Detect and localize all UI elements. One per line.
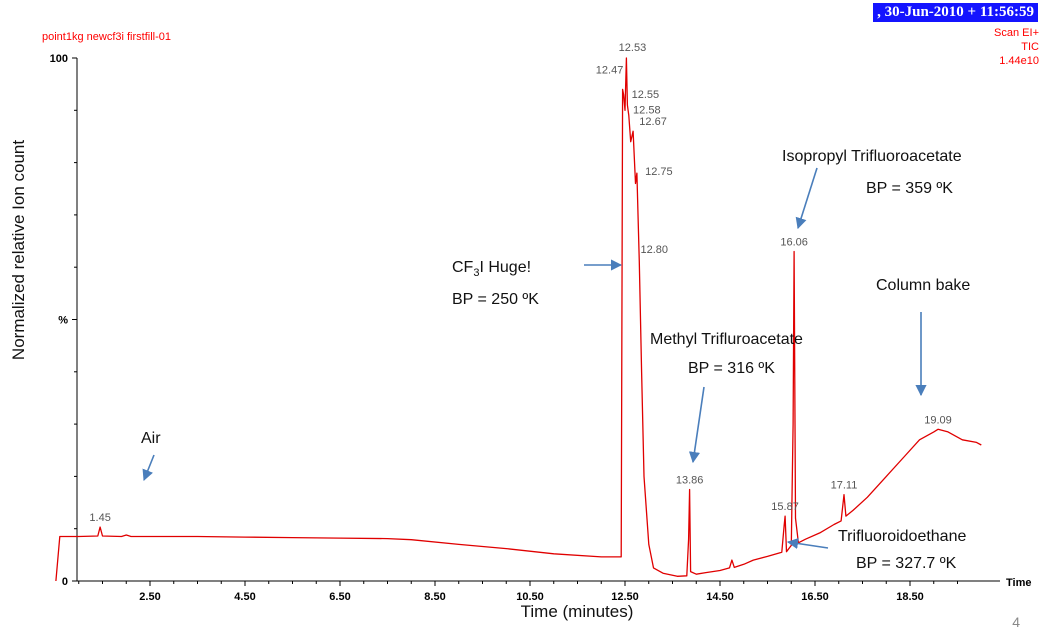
peak-label: 19.09 <box>924 414 952 426</box>
annotation-label: Column bake <box>876 277 970 294</box>
x-axis-title: Time (minutes) <box>521 602 634 621</box>
trace-type: TIC <box>1021 41 1039 53</box>
annotation-label: BP = 316 ºK <box>688 360 775 377</box>
x-tick-label: 8.50 <box>424 591 445 603</box>
peak-label: 16.06 <box>780 237 808 249</box>
slide-number: 4 <box>1012 614 1020 630</box>
annotation-arrow <box>786 537 829 550</box>
annotation-label: Isopropyl Trifluoroacetate <box>782 148 962 165</box>
y-tick-label: 0 <box>62 576 68 588</box>
annotation-label: Methyl Trifluroacetate <box>650 331 803 348</box>
annotation-label: Trifluoroidoethane <box>838 528 966 545</box>
x-tick-label: 6.50 <box>329 591 350 603</box>
scan-mode: Scan EI+ <box>994 27 1039 39</box>
peak-label: 1.45 <box>89 512 110 524</box>
x-tick-label: 4.50 <box>234 591 255 603</box>
x-axis-end-label: Time <box>1006 577 1031 589</box>
annotation-label: BP = 359 ºK <box>866 180 953 197</box>
annotation-label: Air <box>141 430 161 447</box>
y-tick-label: % <box>58 315 68 327</box>
peak-label: 13.86 <box>676 474 704 486</box>
sample-name: point1kg newcf3i firstfill-01 <box>42 31 172 43</box>
tic-trace-line <box>55 57 982 582</box>
annotation-arrow <box>795 167 818 230</box>
x-tick-label: 16.50 <box>801 591 829 603</box>
x-tick-label: 10.50 <box>516 591 544 603</box>
x-tick-label: 12.50 <box>611 591 639 603</box>
intensity-scale: 1.44e10 <box>999 55 1039 67</box>
annotation-arrow <box>688 386 705 464</box>
x-tick-label: 14.50 <box>706 591 734 603</box>
peak-label: 12.47 <box>596 64 624 76</box>
peak-label: 12.55 <box>632 89 660 101</box>
annotation-arrow <box>142 454 155 482</box>
annotation-label: BP = 327.7 ºK <box>856 555 957 572</box>
peak-label: 12.58 <box>633 105 661 117</box>
annotation-label: CF3I Huge! <box>452 259 531 279</box>
peak-label: 12.67 <box>639 116 667 128</box>
x-tick-label: 18.50 <box>896 591 924 603</box>
acquisition-datetime: , 30-Jun-2010 + 11:56:59 <box>873 3 1038 22</box>
peak-label: 15.87 <box>771 501 799 513</box>
x-tick-label: 2.50 <box>139 591 160 603</box>
annotation-label: BP = 250 ºK <box>452 291 539 308</box>
peak-label: 12.80 <box>640 244 668 256</box>
peak-label: 17.11 <box>831 480 858 492</box>
peak-label: 12.53 <box>619 42 647 54</box>
y-axis-title: Normalized relative Ion count <box>9 140 28 360</box>
peak-label: 12.75 <box>645 166 673 178</box>
y-tick-label: 100 <box>50 53 68 65</box>
